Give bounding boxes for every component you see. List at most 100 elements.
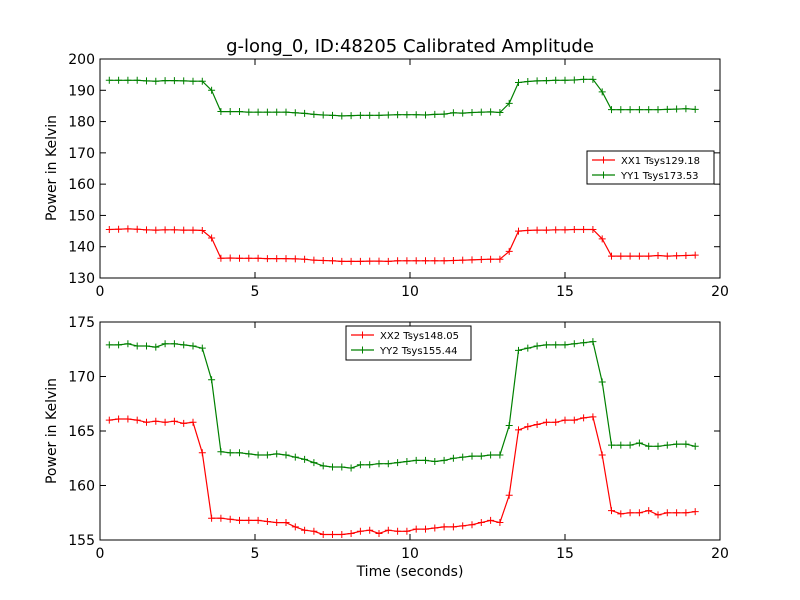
data-point — [570, 226, 578, 234]
data-point — [412, 456, 420, 464]
data-point — [524, 344, 532, 352]
data-point — [189, 418, 197, 426]
data-point — [570, 416, 578, 424]
data-point — [301, 109, 309, 117]
data-point — [496, 451, 504, 459]
data-point — [598, 235, 606, 243]
data-point — [459, 453, 467, 461]
data-point — [598, 451, 606, 459]
data-point — [468, 108, 476, 116]
data-point — [301, 455, 309, 463]
data-point — [394, 527, 402, 535]
y-tick-label: 150 — [68, 208, 95, 224]
data-point — [608, 106, 615, 114]
y-axis-label: Power in Kelvin — [44, 115, 60, 221]
y-tick-label: 170 — [68, 146, 95, 162]
data-point — [375, 257, 383, 265]
data-point — [626, 509, 634, 517]
data-point — [682, 509, 690, 517]
data-point — [301, 526, 309, 534]
data-point — [254, 516, 262, 524]
data-point — [422, 111, 429, 119]
data-point — [477, 452, 485, 460]
data-point — [356, 461, 364, 469]
legend-box — [586, 150, 715, 185]
data-point — [487, 516, 495, 524]
data-point — [561, 416, 569, 424]
data-point — [422, 257, 429, 265]
data-point — [273, 255, 281, 263]
data-point — [254, 451, 262, 459]
data-point — [487, 451, 495, 459]
data-point — [533, 77, 541, 85]
data-point — [663, 105, 671, 113]
data-point — [133, 225, 141, 233]
data-point — [403, 458, 411, 466]
data-point — [505, 491, 513, 499]
data-point — [133, 76, 141, 84]
data-point — [449, 454, 457, 462]
data-point — [431, 110, 439, 118]
data-point — [310, 459, 318, 467]
data-point — [542, 341, 550, 349]
data-point — [561, 341, 569, 349]
data-point — [505, 422, 513, 430]
data-point — [133, 342, 141, 350]
data-point — [291, 523, 299, 531]
y-tick-label: 165 — [68, 424, 95, 440]
data-point — [263, 451, 271, 459]
data-point — [505, 99, 513, 107]
data-point — [189, 342, 197, 350]
data-point — [515, 78, 522, 86]
data-point — [189, 226, 197, 234]
data-point — [431, 458, 439, 466]
data-point — [487, 255, 495, 263]
y-tick-label: 130 — [68, 271, 95, 287]
data-point — [366, 111, 374, 119]
data-point — [273, 108, 281, 116]
data-point — [375, 460, 383, 468]
y-tick-label: 180 — [68, 115, 95, 131]
plot-lines — [105, 75, 699, 265]
data-point — [691, 251, 699, 259]
data-point — [663, 252, 671, 260]
legend-marker — [600, 156, 607, 164]
top-chart: g-long_0, ID:48205 Calibrated Amplitude … — [44, 36, 729, 300]
series-2 — [105, 75, 699, 120]
data-point — [356, 257, 364, 265]
data-point — [570, 76, 578, 84]
data-point — [580, 75, 588, 83]
data-point — [198, 344, 206, 352]
data-point — [282, 255, 290, 263]
data-point — [115, 415, 123, 423]
data-point — [403, 527, 411, 535]
x-tick-label: 5 — [251, 546, 260, 562]
data-point — [329, 531, 336, 539]
data-point — [673, 440, 681, 448]
data-point — [105, 416, 113, 424]
data-point — [143, 342, 150, 350]
legend-label: XX1 Tsys129.18 — [621, 156, 700, 167]
legend-label: YY2 Tsys155.44 — [379, 346, 458, 357]
data-point — [663, 441, 671, 449]
data-point — [282, 108, 290, 116]
legend-label: YY1 Tsys173.53 — [620, 171, 699, 182]
chart-title: g-long_0, ID:48205 Calibrated Amplitude — [226, 36, 594, 57]
data-point — [329, 111, 336, 119]
data-point — [673, 509, 681, 517]
data-point — [375, 111, 383, 119]
data-point — [384, 460, 392, 468]
data-point — [282, 451, 290, 459]
series-line — [109, 340, 696, 469]
data-point — [635, 439, 643, 447]
series-line — [109, 416, 696, 536]
series-1 — [105, 413, 699, 539]
data-point — [459, 109, 467, 117]
data-point — [468, 521, 476, 529]
data-point — [124, 76, 132, 84]
data-point — [198, 226, 206, 234]
data-point — [282, 519, 290, 527]
y-axis-label: Power in Kelvin — [44, 378, 60, 484]
data-point — [496, 255, 504, 263]
